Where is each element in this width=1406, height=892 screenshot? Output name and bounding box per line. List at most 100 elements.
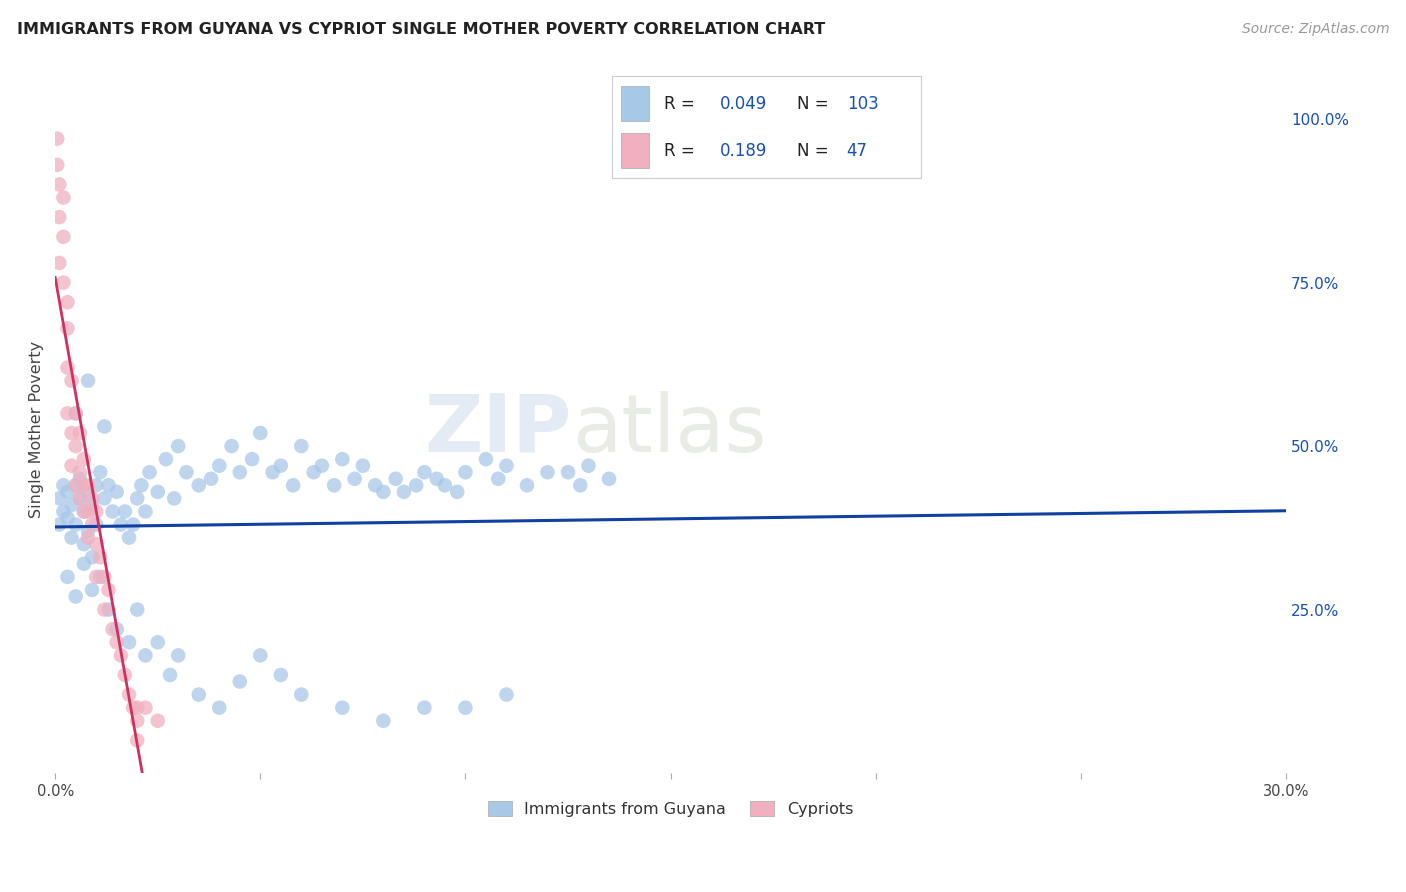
Point [598, 472, 620, 486]
Point [176, 465, 198, 479]
Point [270, 668, 292, 682]
Point [84, 570, 107, 584]
Text: N =: N = [797, 142, 828, 160]
Text: IMMIGRANTS FROM GUYANA VS CYPRIOT SINGLE MOTHER POVERTY CORRELATION CHART: IMMIGRANTS FROM GUYANA VS CYPRIOT SINGLE… [17, 22, 825, 37]
Point [290, 439, 312, 453]
Point [89, 570, 111, 584]
Point [495, 688, 517, 702]
Point [73, 478, 96, 492]
Text: N =: N = [797, 95, 828, 112]
Point [93, 419, 115, 434]
Point [495, 458, 517, 473]
Point [77, 484, 100, 499]
Point [127, 602, 149, 616]
Point [131, 478, 153, 492]
Point [127, 491, 149, 506]
Point [163, 491, 186, 506]
Point [105, 635, 128, 649]
Point [69, 472, 91, 486]
Point [52, 478, 75, 492]
Point [65, 590, 87, 604]
Text: R =: R = [664, 142, 695, 160]
Point [208, 700, 231, 714]
Point [229, 674, 252, 689]
Text: 0.189: 0.189 [720, 142, 768, 160]
Point [84, 478, 107, 492]
Point [82, 498, 104, 512]
Point [46, 158, 69, 172]
Point [343, 472, 366, 486]
Point [101, 504, 124, 518]
Point [240, 452, 263, 467]
Point [270, 458, 292, 473]
Point [56, 570, 79, 584]
Point [89, 465, 111, 479]
Point [110, 648, 132, 663]
Point [536, 465, 558, 479]
Point [384, 472, 406, 486]
Point [73, 504, 96, 518]
Point [413, 700, 436, 714]
Text: 47: 47 [846, 142, 868, 160]
Point [146, 714, 169, 728]
Point [65, 478, 87, 492]
Point [97, 602, 120, 616]
Point [48, 517, 70, 532]
Point [323, 478, 346, 492]
Point [65, 406, 87, 420]
Point [77, 531, 100, 545]
Point [392, 484, 415, 499]
Point [60, 498, 83, 512]
Point [46, 131, 69, 145]
Point [93, 491, 115, 506]
Point [48, 491, 70, 506]
Point [118, 688, 141, 702]
Y-axis label: Single Mother Poverty: Single Mother Poverty [30, 341, 44, 518]
Point [578, 458, 600, 473]
Point [114, 668, 136, 682]
Point [73, 452, 96, 467]
Point [302, 465, 325, 479]
Text: R =: R = [664, 95, 695, 112]
Point [155, 452, 177, 467]
Point [159, 668, 181, 682]
Point [60, 531, 83, 545]
Point [82, 550, 104, 565]
Point [110, 517, 132, 532]
Point [433, 478, 456, 492]
Point [56, 295, 79, 310]
Point [187, 688, 209, 702]
Point [364, 478, 387, 492]
Point [290, 688, 312, 702]
Point [77, 478, 100, 492]
Point [65, 478, 87, 492]
Point [127, 700, 149, 714]
Point [77, 504, 100, 518]
Point [127, 733, 149, 747]
Point [118, 635, 141, 649]
Point [118, 531, 141, 545]
Point [330, 452, 353, 467]
Point [73, 557, 96, 571]
Point [475, 452, 498, 467]
Point [105, 622, 128, 636]
Point [82, 491, 104, 506]
Point [84, 537, 107, 551]
Text: 103: 103 [846, 95, 879, 112]
Point [77, 374, 100, 388]
Point [405, 478, 427, 492]
Text: ZIP: ZIP [425, 391, 572, 468]
Point [311, 458, 333, 473]
Point [221, 439, 243, 453]
Point [69, 491, 91, 506]
Point [60, 458, 83, 473]
FancyBboxPatch shape [621, 87, 648, 121]
Point [60, 425, 83, 440]
Point [330, 700, 353, 714]
Point [249, 425, 271, 440]
Point [93, 570, 115, 584]
Point [187, 478, 209, 492]
Point [89, 550, 111, 565]
Point [101, 622, 124, 636]
Point [138, 465, 160, 479]
